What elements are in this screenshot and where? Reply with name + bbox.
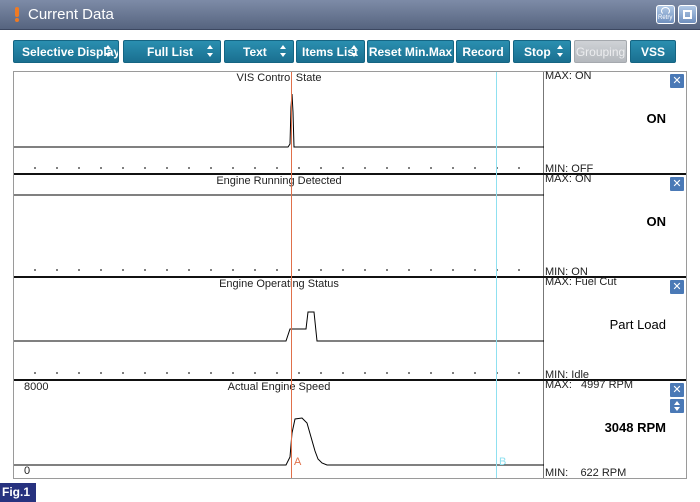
graph-panel-engine-running-detected: Engine Running Detected MAX: ON ON MIN: … — [14, 173, 686, 278]
close-panel-button[interactable]: ✕ — [670, 177, 684, 191]
graph-panel-vis-control-state: VIS Control State MAX: ON ON MIN: OFF ✕ — [14, 70, 686, 175]
plot-area: Engine Running Detected — [14, 175, 544, 277]
text-dropdown[interactable]: Text — [224, 40, 294, 63]
items-list-dropdown[interactable]: Items List — [296, 40, 365, 63]
updown-icon — [207, 45, 214, 58]
max-value: MAX: 4997 RPM — [545, 379, 634, 391]
alert-icon — [14, 7, 20, 22]
plot-area: Actual Engine Speed 8000 0 — [14, 381, 544, 478]
min-value: MIN: ON — [545, 266, 588, 278]
signal-trace — [14, 417, 544, 466]
close-panel-button[interactable]: ✕ — [670, 383, 684, 397]
min-value: MIN: OFF — [545, 163, 594, 175]
selective-display-dropdown[interactable]: Selective Display — [13, 40, 119, 63]
min-value: MIN: 622 RPM — [545, 467, 627, 479]
signal-plot — [14, 417, 544, 466]
close-panel-button[interactable]: ✕ — [670, 74, 684, 88]
min-value: MIN: Idle — [545, 369, 590, 381]
max-value: MAX: Fuel Cut — [545, 276, 617, 288]
reset-min-max-button[interactable]: Reset Min.Max — [367, 40, 454, 63]
record-button[interactable]: Record — [456, 40, 510, 63]
y-axis-max: 8000 — [24, 381, 49, 393]
grouping-button[interactable]: Grouping — [574, 40, 627, 63]
panel-title: Actual Engine Speed — [227, 381, 331, 393]
signal-trace — [14, 93, 544, 148]
graph-panel-engine-operating-status: Engine Operating Status MAX: Fuel Cut Pa… — [14, 276, 686, 381]
refresh-icon — [661, 7, 670, 15]
signal-plot — [14, 93, 544, 169]
cursor-a-line[interactable] — [291, 72, 292, 478]
stop-dropdown[interactable]: Stop — [513, 40, 571, 63]
max-value: MAX: ON — [545, 70, 592, 82]
vss-button[interactable]: VSS — [630, 40, 676, 63]
cursor-b-label: B — [499, 456, 507, 468]
signal-plot — [14, 311, 544, 374]
current-value: Part Load — [609, 317, 666, 332]
signal-trace — [14, 311, 544, 342]
updown-icon — [280, 45, 287, 58]
panel-divider — [14, 173, 686, 175]
plot-area: VIS Control State — [14, 72, 544, 174]
plot-area: Engine Operating Status — [14, 278, 544, 380]
max-value: MAX: ON — [545, 173, 592, 185]
graph-panel-actual-engine-speed: Actual Engine Speed 8000 0 MAX: 4997 RPM… — [14, 379, 686, 479]
full-list-dropdown[interactable]: Full List — [123, 40, 221, 63]
y-axis-min: 0 — [24, 465, 31, 477]
panel-divider — [14, 276, 686, 278]
panel-divider — [14, 379, 686, 381]
figure-label: Fig.1 — [0, 483, 36, 502]
graph-area: VIS Control State MAX: ON ON MIN: OFF ✕ … — [13, 70, 687, 479]
toolbar: Selective Display Full List Text Items L… — [0, 30, 700, 70]
cursor-b-line[interactable] — [496, 72, 497, 478]
panel-title: Engine Operating Status — [219, 278, 339, 290]
window-title: Current Data — [28, 6, 114, 23]
current-value: ON — [646, 214, 667, 229]
retry-button[interactable]: Retry — [656, 5, 675, 24]
updown-icon — [105, 45, 112, 58]
window-icon — [683, 10, 692, 19]
cursor-a-label: A — [294, 456, 302, 468]
panel-title: VIS Control State — [236, 72, 322, 84]
window-toggle-button[interactable] — [678, 5, 697, 24]
title-bar: Current Data Retry — [0, 0, 700, 30]
panel-title: Engine Running Detected — [216, 175, 342, 187]
close-panel-button[interactable]: ✕ — [670, 280, 684, 294]
current-value: ON — [646, 111, 667, 126]
updown-icon — [351, 45, 358, 58]
scale-stepper[interactable] — [670, 399, 684, 413]
signal-plot — [14, 194, 544, 271]
current-value: 3048 RPM — [604, 420, 666, 435]
updown-icon — [557, 45, 564, 58]
